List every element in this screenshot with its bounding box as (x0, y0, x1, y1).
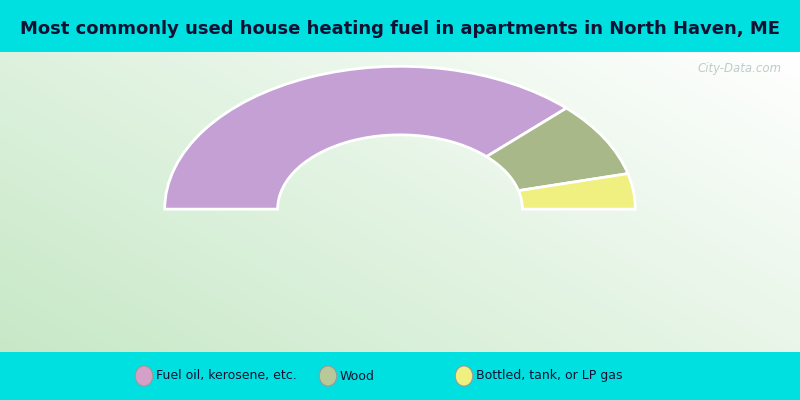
Text: City-Data.com: City-Data.com (697, 62, 781, 75)
Ellipse shape (135, 366, 153, 386)
Text: Fuel oil, kerosene, etc.: Fuel oil, kerosene, etc. (156, 370, 297, 382)
Wedge shape (518, 174, 635, 209)
Wedge shape (165, 66, 566, 209)
Ellipse shape (319, 366, 337, 386)
Text: Most commonly used house heating fuel in apartments in North Haven, ME: Most commonly used house heating fuel in… (20, 20, 780, 38)
Text: Bottled, tank, or LP gas: Bottled, tank, or LP gas (476, 370, 622, 382)
Ellipse shape (455, 366, 473, 386)
Text: Wood: Wood (340, 370, 375, 382)
Wedge shape (486, 108, 628, 191)
